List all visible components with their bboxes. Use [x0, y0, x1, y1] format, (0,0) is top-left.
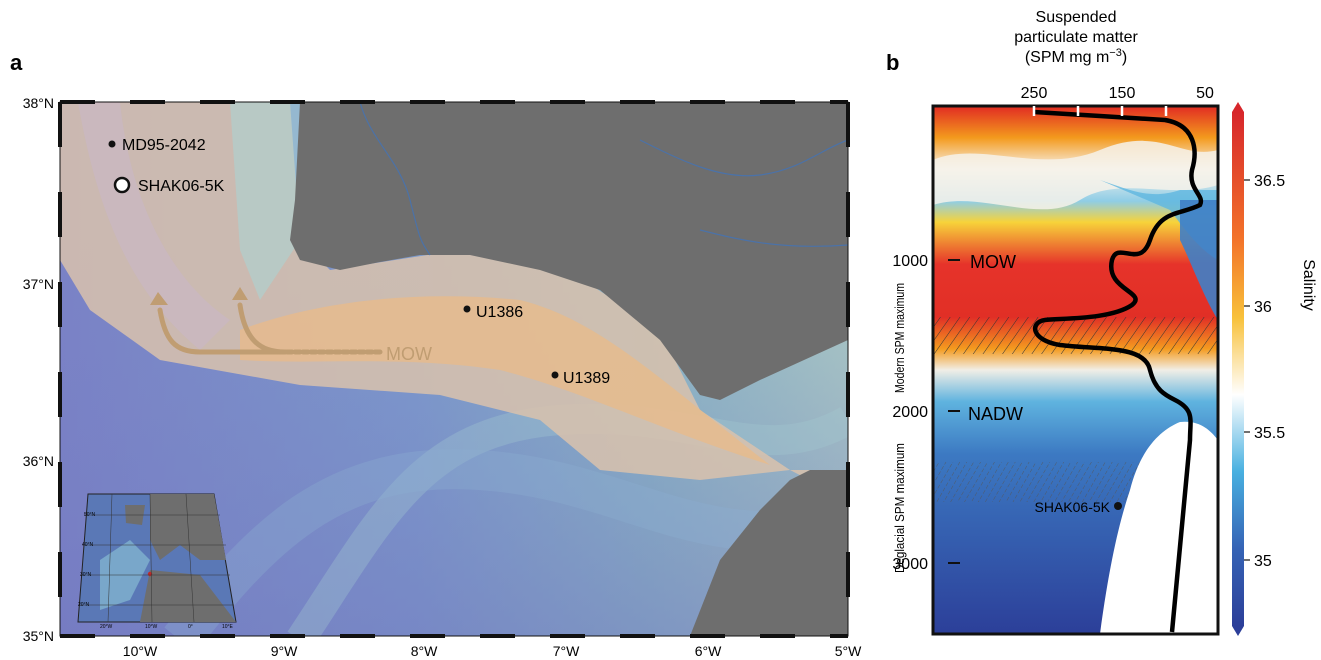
x-tick-label: 7°W [553, 643, 580, 659]
spm-tick-label: 150 [1109, 85, 1136, 102]
spm-profile-line [1033, 109, 1204, 633]
colorbar-fill [1232, 112, 1244, 626]
land-iberia [290, 102, 848, 400]
inset-lon-label: 0° [188, 624, 193, 630]
inset-lon-label: 20°W [100, 624, 113, 630]
spm-tick-marks [1032, 106, 1168, 116]
salinity-white-band [933, 140, 1218, 210]
site-marker-u1386 [463, 305, 471, 313]
y-tick-label: 38°N [23, 95, 54, 111]
x-tick-label: 8°W [411, 643, 438, 659]
core-label: SHAK06-5K [1035, 499, 1111, 515]
spm-ticks: 250 150 50 [1021, 85, 1214, 102]
site-label-shak06-5k: SHAK06-5K [138, 178, 225, 195]
salinity-colorbar: 36.5 36 35.5 35 Salinity [1232, 102, 1317, 636]
mow-flow-arrows [157, 302, 383, 355]
salinity-blue-patch [1180, 200, 1218, 320]
salinity-profile [933, 106, 1218, 634]
depth-axis: 1000 2000 3000 [892, 253, 960, 573]
slope-band [78, 102, 230, 350]
land-morocco [690, 470, 848, 636]
site-label-u1389: U1389 [563, 370, 610, 387]
colorbar-tick-label: 35 [1254, 553, 1272, 570]
spm-axis-title-line3: (SPM mg m−3) [1025, 47, 1127, 66]
inset-site-marker [147, 571, 153, 577]
map-frame [58, 100, 850, 638]
map-area: MOW MD95-2042 SHAK06-5K U1386 U1389 [60, 102, 848, 636]
x-tick-label: 9°W [271, 643, 298, 659]
spm-axis-title-line2: particulate matter [1014, 29, 1138, 46]
water-mass-nadw: NADW [968, 404, 1023, 424]
spm-tick-label: 250 [1021, 85, 1048, 102]
y-tick-label: 35°N [23, 628, 54, 644]
inset-lat-label: 40°N [82, 542, 94, 548]
colorbar-tick-label: 36.5 [1254, 173, 1285, 190]
inset-lon-label: 10°E [222, 624, 234, 630]
arrow-head [232, 287, 248, 300]
depth-tick-label: 1000 [892, 253, 928, 270]
river [639, 139, 848, 177]
colorbar-tick-label: 35.5 [1254, 425, 1285, 442]
side-label-deglacial: Deglacial SPM maximum [892, 443, 907, 573]
arrow-head [150, 292, 168, 305]
colorbar-bottom-cap [1232, 626, 1244, 636]
map-x-axis: 10°W 9°W 8°W 7°W 6°W 5°W [123, 643, 862, 659]
site-marker-u1389 [551, 371, 559, 379]
inset-lat-label: 20°N [78, 602, 90, 608]
y-tick-label: 36°N [23, 453, 54, 469]
shelf-band [230, 102, 300, 300]
colorbar-title: Salinity [1300, 259, 1317, 311]
inset-lon-label: 10°W [145, 624, 158, 630]
inset-map: 50°N 40°N 30°N 20°N 20°W 10°W 0° 10°E [77, 493, 237, 630]
site-label-md95-2042: MD95-2042 [122, 137, 206, 154]
side-label-modern: Modern SPM maximum [892, 283, 907, 393]
core-marker [1114, 502, 1122, 510]
inset-land [140, 570, 236, 622]
map-y-axis: 38°N 37°N 36°N 35°N [23, 95, 54, 644]
inset-lat-label: 30°N [80, 572, 92, 578]
site-label-u1386: U1386 [476, 304, 523, 321]
spm-axis-title-line1: Suspended [1036, 9, 1117, 26]
inset-lat-label: 50°N [84, 512, 96, 518]
x-tick-label: 5°W [835, 643, 862, 659]
x-tick-label: 10°W [123, 643, 158, 659]
depth-tick-label: 3000 [892, 556, 928, 573]
spm-tick-label: 50 [1196, 85, 1214, 102]
profile-frame [931, 104, 1220, 636]
colorbar-tick-label: 36 [1254, 299, 1272, 316]
panel-b-label: b [886, 50, 899, 75]
river [359, 102, 431, 256]
site-marker-shak06-5k [113, 176, 131, 194]
mow-core [240, 296, 770, 465]
colorbar-top-cap [1232, 102, 1244, 112]
depth-tick-label: 2000 [892, 404, 928, 421]
river [699, 229, 848, 247]
bathymetry-contour [164, 449, 848, 636]
y-tick-label: 37°N [23, 276, 54, 292]
water-mass-mow: MOW [970, 252, 1016, 272]
panel-a-label: a [10, 50, 23, 75]
site-marker-md95-2042 [108, 140, 116, 148]
mow-flow-label: MOW [386, 344, 432, 364]
x-tick-label: 6°W [695, 643, 722, 659]
spm-axis-title: Suspended particulate matter (SPM mg m−3… [1014, 9, 1138, 66]
